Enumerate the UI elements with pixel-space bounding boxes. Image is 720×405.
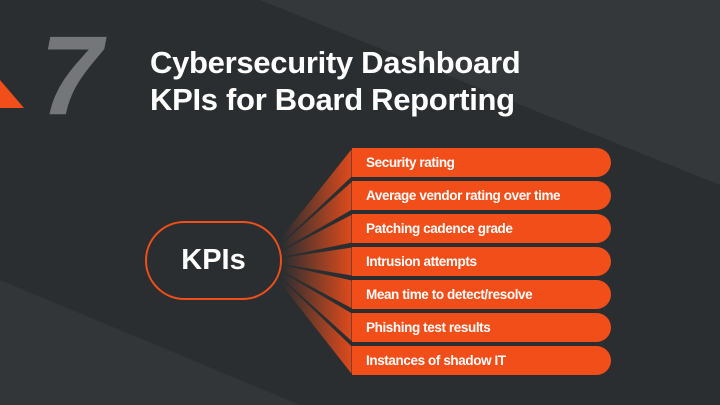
connector-wedge: [281, 263, 353, 310]
background-band-top: [260, 0, 720, 185]
slide-number: 7: [40, 13, 102, 138]
connector-wedge: [281, 246, 353, 277]
connector-wedge: [281, 277, 353, 377]
kpi-hub-label: KPIs: [181, 244, 246, 276]
title-line-1: Cybersecurity Dashboard: [150, 45, 521, 80]
kpi-item-intrusion-attempts: Intrusion attempts: [352, 247, 611, 276]
connector-wedge: [281, 146, 353, 245]
kpi-item-average-vendor-rating: Average vendor rating over time: [352, 181, 611, 210]
kpi-item-security-rating: Security rating: [352, 148, 611, 177]
connector-wedge: [281, 270, 353, 344]
kpi-item-mean-time-to-detect: Mean time to detect/resolve: [352, 280, 611, 309]
kpi-item-patching-cadence: Patching cadence grade: [352, 214, 611, 243]
connector-wedge: [281, 179, 353, 252]
kpi-item-phishing-test-results: Phishing test results: [352, 313, 611, 342]
accent-triangle: [0, 80, 24, 108]
kpi-item-shadow-it: Instances of shadow IT: [352, 346, 611, 375]
kpi-hub: KPIs: [145, 221, 282, 300]
slide-title: Cybersecurity Dashboard KPIs for Board R…: [150, 44, 521, 118]
connector-wedge: [281, 213, 353, 259]
title-line-2: KPIs for Board Reporting: [150, 82, 515, 117]
connector-fan: [281, 146, 353, 377]
background-band-bottom: [0, 280, 300, 405]
kpi-list: Security rating Average vendor rating ov…: [352, 148, 611, 379]
